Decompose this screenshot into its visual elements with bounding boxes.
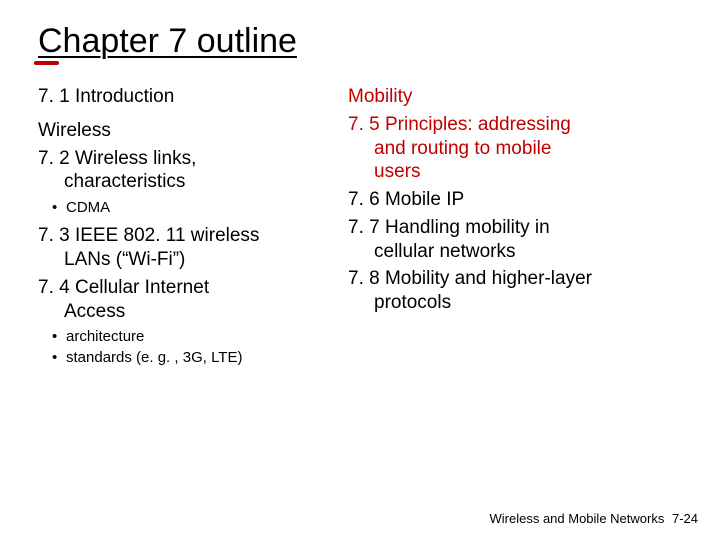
section-7-3-line1: 7. 3 IEEE 802. 11 wireless (38, 224, 338, 248)
section-7-6: 7. 6 Mobile IP (348, 188, 658, 212)
mobility-heading-text: Mobility (348, 85, 658, 109)
section-7-8: 7. 8 Mobility and higher-layer protocols (348, 267, 658, 315)
section-7-3-line2: LANs (“Wi-Fi”) (38, 248, 338, 272)
section-7-3: 7. 3 IEEE 802. 11 wireless LANs (“Wi-Fi”… (38, 224, 338, 272)
mobility-heading: Mobility (348, 85, 658, 109)
bullet-cdma: CDMA (38, 198, 338, 218)
slide-title: Chapter 7 outline (38, 22, 297, 61)
section-7-4-bullets: architecture standards (e. g. , 3G, LTE) (38, 327, 338, 368)
section-7-5-line2: and routing to mobile (348, 137, 658, 161)
section-7-7-line1: 7. 7 Handling mobility in (348, 216, 658, 240)
section-7-7-line2: cellular networks (348, 240, 658, 264)
footer-label: Wireless and Mobile Networks (490, 511, 665, 526)
section-7-2-bullets: CDMA (38, 198, 338, 218)
section-7-7: 7. 7 Handling mobility in cellular netwo… (348, 216, 658, 264)
section-7-2-line1: 7. 2 Wireless links, (38, 147, 338, 171)
slide-footer: Wireless and Mobile Networks 7-24 (490, 511, 699, 526)
title-wrap: Chapter 7 outline (38, 22, 297, 61)
section-7-8-line2: protocols (348, 291, 658, 315)
section-7-2-line2: characteristics (38, 170, 338, 194)
right-column: Mobility 7. 5 Principles: addressing and… (348, 85, 658, 374)
section-7-5-line3: users (348, 160, 658, 184)
footer-page-number: 7-24 (672, 511, 698, 526)
wireless-heading-text: Wireless (38, 119, 338, 143)
left-column: 7. 1 Introduction Wireless 7. 2 Wireless… (38, 85, 338, 374)
wireless-heading: Wireless (38, 119, 338, 143)
two-column-layout: 7. 1 Introduction Wireless 7. 2 Wireless… (38, 85, 682, 374)
slide: Chapter 7 outline 7. 1 Introduction Wire… (0, 0, 720, 374)
bullet-standards: standards (e. g. , 3G, LTE) (38, 348, 338, 368)
section-7-5: 7. 5 Principles: addressing and routing … (348, 113, 658, 184)
section-7-2: 7. 2 Wireless links, characteristics (38, 147, 338, 195)
section-7-5-line1: 7. 5 Principles: addressing (348, 113, 658, 137)
section-7-4: 7. 4 Cellular Internet Access (38, 276, 338, 324)
section-7-6-text: 7. 6 Mobile IP (348, 188, 658, 212)
title-underline-accent (34, 61, 59, 65)
section-7-4-line1: 7. 4 Cellular Internet (38, 276, 338, 300)
section-7-4-line2: Access (38, 300, 338, 324)
bullet-architecture: architecture (38, 327, 338, 347)
section-7-1: 7. 1 Introduction (38, 85, 338, 109)
section-7-1-text: 7. 1 Introduction (38, 85, 338, 109)
section-7-8-line1: 7. 8 Mobility and higher-layer (348, 267, 658, 291)
